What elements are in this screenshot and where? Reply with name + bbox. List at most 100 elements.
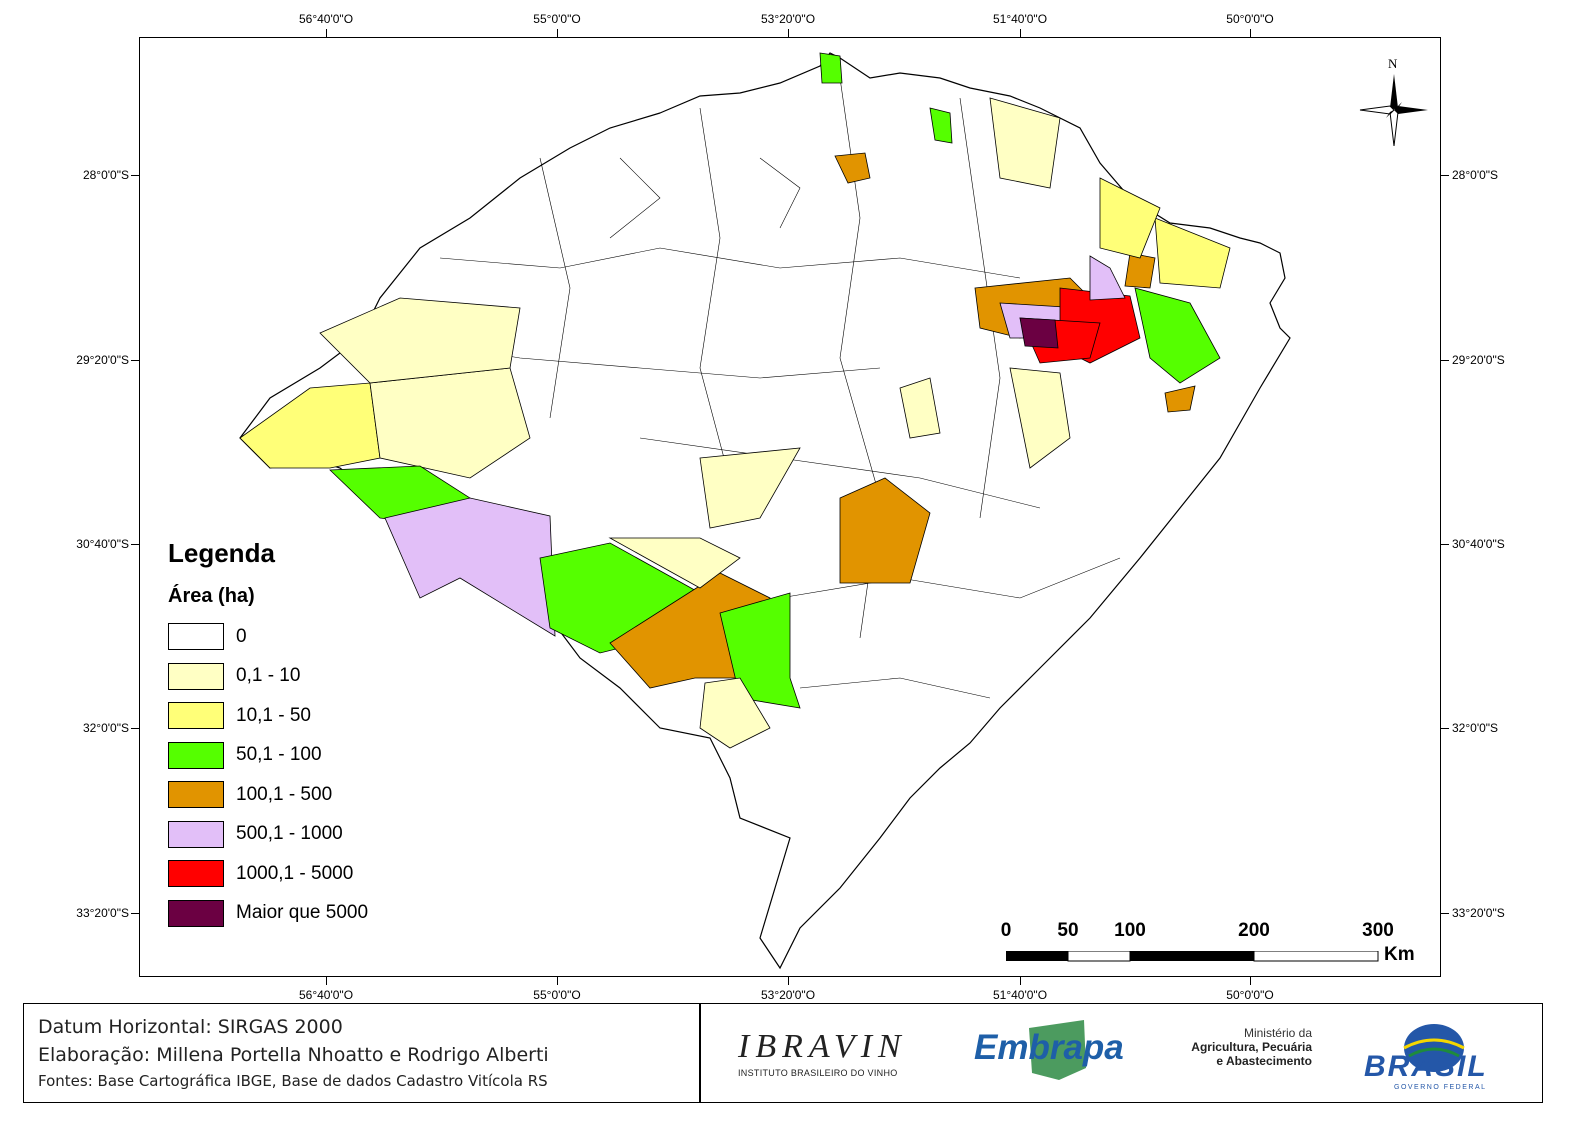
mapa-line3: e Abastecimento bbox=[1216, 1054, 1312, 1068]
footer-divider bbox=[699, 1004, 701, 1102]
left-tick-label: 30°40'0"S bbox=[76, 537, 129, 551]
legend: Legenda Área (ha) 0 0,1 - 10 10,1 - 50 5… bbox=[168, 538, 428, 933]
legend-swatch bbox=[168, 781, 224, 809]
tick-mark bbox=[326, 977, 327, 985]
region-50-100-e bbox=[929, 107, 953, 144]
sources-text: Fontes: Base Cartográfica IBGE, Base de … bbox=[38, 1072, 548, 1090]
tick-mark bbox=[1441, 360, 1449, 361]
tick-mark bbox=[1020, 29, 1021, 37]
region-50-100-d bbox=[1134, 287, 1221, 384]
region-100-500-e bbox=[834, 152, 871, 184]
bottom-tick-label: 51°40'0"O bbox=[992, 988, 1048, 1002]
right-tick-label: 30°40'0"S bbox=[1452, 537, 1505, 551]
left-tick-label: 33°20'0"S bbox=[76, 906, 129, 920]
right-tick-label: 33°20'0"S bbox=[1452, 906, 1505, 920]
right-tick-label: 29°20'0"S bbox=[1452, 353, 1505, 367]
bottom-tick-label: 50°0'0"O bbox=[1226, 988, 1274, 1002]
legend-label: 1000,1 - 5000 bbox=[236, 862, 354, 884]
brasil-subtitle: GOVERNO FEDERAL bbox=[1394, 1084, 1487, 1091]
legend-item: 500,1 - 1000 bbox=[168, 815, 428, 855]
datum-text: Datum Horizontal: SIRGAS 2000 bbox=[38, 1016, 343, 1038]
legend-label: 0,1 - 10 bbox=[236, 665, 301, 687]
mapa-logo: Ministério da Agricultura, Pecuária e Ab… bbox=[1152, 1026, 1312, 1078]
region-100-500-f bbox=[1164, 385, 1196, 413]
legend-swatch bbox=[168, 820, 224, 848]
scale-bar: 0 50 100 200 300 Km bbox=[1000, 920, 1430, 970]
legend-swatch bbox=[168, 662, 224, 690]
tick-mark bbox=[557, 29, 558, 37]
scale-label: 100 bbox=[1114, 920, 1146, 941]
legend-label: 10,1 - 50 bbox=[236, 704, 311, 726]
legend-item: 1000,1 - 5000 bbox=[168, 854, 428, 894]
scale-bar-graphic bbox=[1006, 951, 1379, 962]
top-tick-label: 53°20'0"O bbox=[760, 12, 816, 26]
left-tick-label: 29°20'0"S bbox=[76, 353, 129, 367]
ibravin-logo: IBRAVIN INSTITUTO BRASILEIRO DO VINHO bbox=[738, 1030, 918, 1084]
legend-swatch bbox=[168, 899, 224, 927]
legend-item: 0,1 - 10 bbox=[168, 657, 428, 697]
tick-mark bbox=[557, 977, 558, 985]
legend-item: 0 bbox=[168, 617, 428, 657]
legend-title: Legenda bbox=[168, 538, 275, 568]
right-tick-label: 28°0'0"S bbox=[1452, 168, 1499, 182]
tick-mark bbox=[1441, 175, 1449, 176]
top-tick-label: 50°0'0"O bbox=[1226, 12, 1274, 26]
region-500-1000 bbox=[384, 497, 556, 637]
footer: Datum Horizontal: SIRGAS 2000 Elaboração… bbox=[23, 1003, 1543, 1103]
legend-item: 100,1 - 500 bbox=[168, 775, 428, 815]
tick-mark bbox=[788, 977, 789, 985]
region-0-10-h bbox=[899, 377, 941, 439]
legend-label: 500,1 - 1000 bbox=[236, 823, 343, 845]
region-gt-5000 bbox=[1019, 317, 1059, 349]
tick-mark bbox=[131, 360, 139, 361]
region-100-500-d bbox=[1124, 252, 1156, 289]
brasil-logo: BRASIL GOVERNO FEDERAL bbox=[1354, 1014, 1514, 1094]
legend-label: 50,1 - 100 bbox=[236, 744, 322, 766]
ibravin-subtitle: INSTITUTO BRASILEIRO DO VINHO bbox=[738, 1068, 898, 1078]
left-tick-label: 28°0'0"S bbox=[82, 168, 129, 182]
tick-mark bbox=[1441, 544, 1449, 545]
legend-label: Maior que 5000 bbox=[236, 902, 369, 924]
region-0-10-f bbox=[989, 97, 1061, 189]
scale-label: 50 bbox=[1057, 920, 1079, 941]
top-tick-label: 51°40'0"O bbox=[992, 12, 1048, 26]
top-tick-label: 56°40'0"O bbox=[298, 12, 354, 26]
region-500-1000-c bbox=[1089, 255, 1126, 301]
tick-mark bbox=[1441, 913, 1449, 914]
brasil-globe-icon bbox=[1403, 1024, 1465, 1072]
mapa-line1: Ministério da bbox=[1243, 1026, 1312, 1040]
region-100-500-b bbox=[839, 477, 931, 584]
choropleth-regions bbox=[239, 52, 1231, 749]
tick-mark bbox=[1250, 977, 1251, 985]
legend-swatch bbox=[168, 702, 224, 730]
legend-item: Maior que 5000 bbox=[168, 894, 428, 934]
bottom-tick-label: 53°20'0"O bbox=[760, 988, 816, 1002]
legend-label: 100,1 - 500 bbox=[236, 783, 333, 805]
ibravin-wordmark: IBRAVIN bbox=[738, 1028, 907, 1065]
region-0-10-d bbox=[608, 537, 741, 589]
legend-swatch bbox=[168, 860, 224, 888]
right-tick-label: 32°0'0"S bbox=[1452, 721, 1499, 735]
scale-label: 200 bbox=[1238, 920, 1270, 941]
compass-rose-icon bbox=[1359, 74, 1428, 147]
bottom-tick-label: 55°0'0"O bbox=[533, 988, 581, 1002]
tick-mark bbox=[326, 29, 327, 37]
region-0-10-b bbox=[319, 297, 521, 384]
legend-subtitle: Área (ha) bbox=[168, 585, 255, 607]
region-10-50 bbox=[239, 382, 381, 469]
map-frame bbox=[139, 37, 1441, 977]
tick-mark bbox=[1441, 728, 1449, 729]
tick-mark bbox=[1020, 977, 1021, 985]
legend-swatch bbox=[168, 741, 224, 769]
scale-label: 0 bbox=[1000, 920, 1012, 941]
north-arrow: N bbox=[1356, 56, 1432, 152]
embrapa-logo: Embrapa bbox=[974, 1018, 1144, 1086]
legend-label: 0 bbox=[236, 625, 247, 647]
tick-mark bbox=[131, 728, 139, 729]
tick-mark bbox=[1250, 29, 1251, 37]
left-tick-label: 32°0'0"S bbox=[82, 721, 129, 735]
region-10-50-b bbox=[1154, 217, 1231, 289]
region-0-10-e bbox=[699, 447, 801, 529]
north-label: N bbox=[1388, 56, 1398, 71]
scale-unit: Km bbox=[1384, 944, 1415, 965]
